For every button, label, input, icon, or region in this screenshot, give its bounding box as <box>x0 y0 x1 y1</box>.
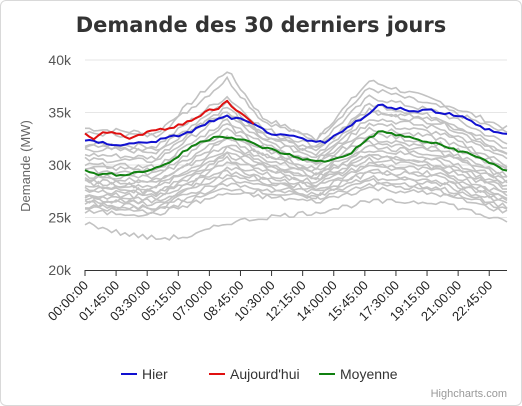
y-tick-label: 30k <box>48 157 72 173</box>
background-series-line <box>84 127 508 177</box>
background-series-line <box>84 170 508 207</box>
background-series-line <box>84 174 508 210</box>
legend-item-aujourdhui[interactable]: Aujourd'hui <box>209 366 300 382</box>
legend-label: Hier <box>142 366 168 382</box>
background-series-line <box>84 155 507 197</box>
y-tick-label: 20k <box>48 262 72 278</box>
x-axis: 00:00:0001:45:0003:30:0005:15:0007:00:00… <box>45 270 507 324</box>
background-series-line <box>84 145 508 189</box>
y-tick-label: 35k <box>48 105 72 121</box>
background-series-line <box>84 198 508 241</box>
credit-text[interactable]: Highcharts.com <box>431 388 507 400</box>
legend-label: Moyenne <box>340 366 398 382</box>
y-tick-label: 25k <box>48 210 72 226</box>
background-series-line <box>84 114 508 164</box>
background-series-line <box>84 151 508 191</box>
y-axis-label: Demande (MW) <box>18 120 33 212</box>
legend-item-moyenne[interactable]: Moyenne <box>319 366 398 382</box>
background-series-line <box>84 107 508 155</box>
series-line-moyenne[interactable] <box>84 130 508 177</box>
y-tick-label: 40k <box>48 52 72 68</box>
chart-title: Demande des 30 derniers jours <box>76 13 447 37</box>
background-series-line <box>84 106 508 161</box>
background-series-line <box>84 161 508 200</box>
background-series-line <box>84 75 508 144</box>
background-series-line <box>84 186 508 218</box>
series-line-aujourdhui[interactable] <box>84 99 255 141</box>
legend: Hier Aujourd'hui Moyenne <box>121 366 398 382</box>
series-line-hier[interactable] <box>84 103 508 147</box>
background-series-line <box>84 137 508 184</box>
background-series-line <box>84 181 508 215</box>
legend-label: Aujourd'hui <box>230 366 300 382</box>
background-series <box>84 71 508 241</box>
background-series-line <box>84 150 508 195</box>
background-series-line <box>84 134 508 180</box>
main-series <box>84 99 508 177</box>
background-series-line <box>84 94 508 150</box>
background-series-line <box>84 168 508 205</box>
legend-item-hier[interactable]: Hier <box>121 366 168 382</box>
y-axis-ticks: 20k 25k 30k 35k 40k <box>48 52 72 278</box>
